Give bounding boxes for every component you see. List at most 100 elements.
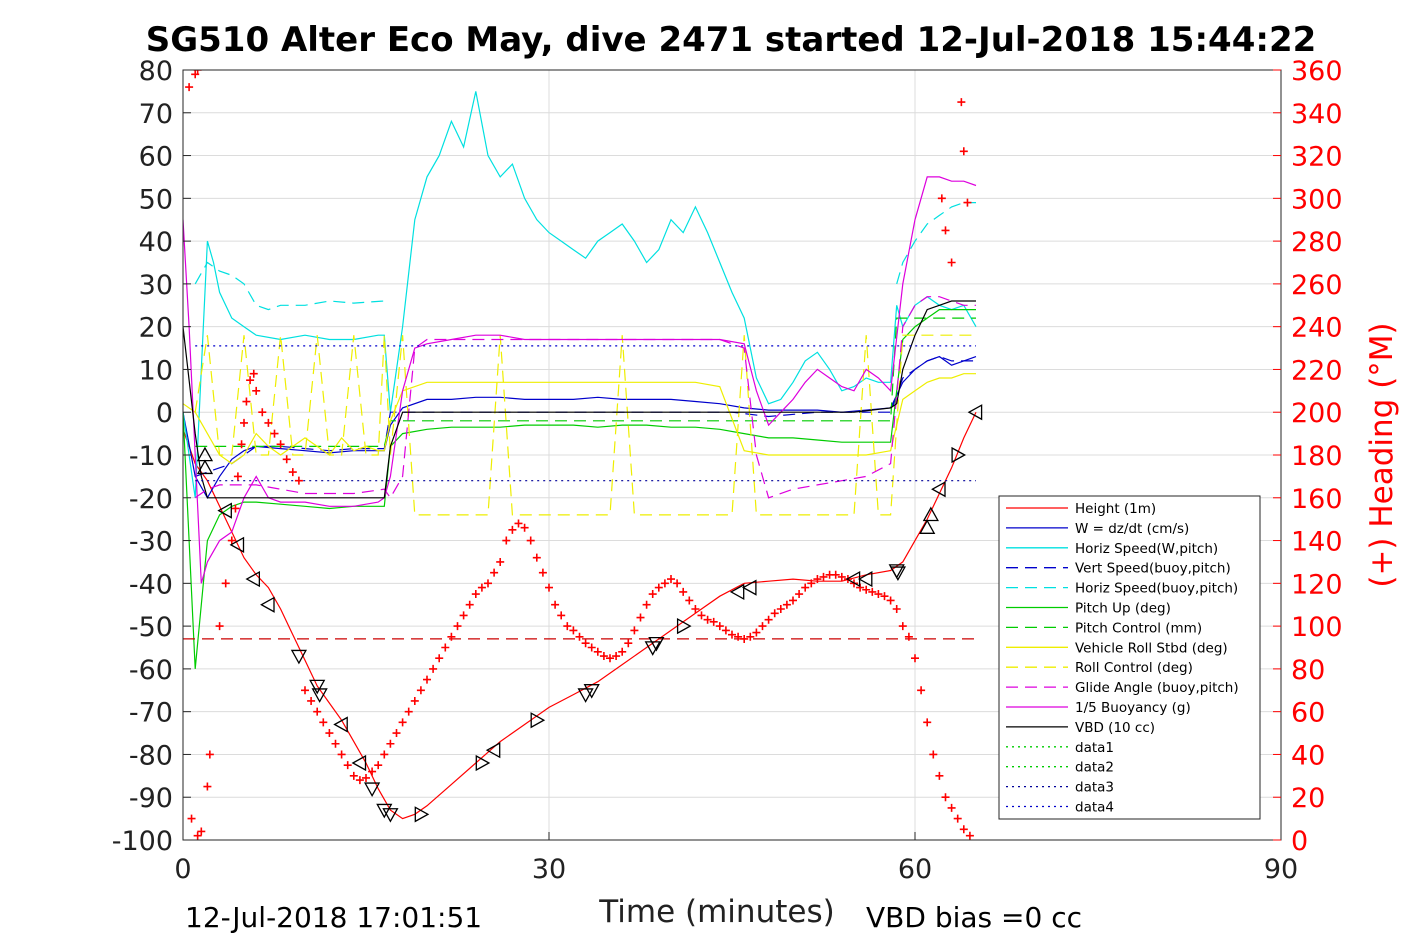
y-tick-label: 40 — [139, 227, 173, 258]
heading-point — [331, 739, 340, 748]
y2-tick-label: 80 — [1291, 655, 1325, 686]
x-axis-ticks: 0 30 60 90 — [174, 832, 1298, 885]
heading-point — [313, 707, 322, 716]
heading-point — [740, 634, 749, 643]
heading-point — [569, 626, 578, 635]
heading-point — [386, 739, 395, 748]
direction-marker — [414, 806, 430, 823]
heading-point — [416, 686, 425, 695]
direction-marker — [351, 754, 367, 772]
direction-marker — [333, 716, 348, 733]
y2-tick-label: 140 — [1291, 527, 1343, 558]
direction-marker — [951, 446, 967, 464]
direction-marker — [245, 570, 261, 588]
heading-point — [392, 729, 401, 738]
heading-point — [923, 718, 932, 727]
heading-point — [319, 718, 328, 727]
direction-marker — [644, 641, 661, 656]
heading-point — [197, 827, 206, 836]
heading-point — [368, 767, 377, 776]
heading-point — [502, 536, 511, 545]
heading-point — [282, 455, 291, 464]
y-tick-label: -70 — [129, 698, 173, 729]
direction-marker — [676, 618, 692, 635]
heading-point — [593, 647, 602, 656]
legend-entry: VBD (10 cc) — [1075, 720, 1155, 736]
direction-marker — [857, 570, 873, 588]
heading-point — [252, 386, 261, 395]
x-tick-label: 0 — [174, 854, 191, 885]
heading-point — [679, 587, 688, 596]
heading-point — [892, 605, 901, 613]
y2-tick-label: 240 — [1291, 313, 1343, 344]
heading-point — [752, 628, 761, 637]
heading-point — [941, 793, 950, 802]
direction-marker — [931, 481, 946, 498]
heading-point — [294, 476, 303, 485]
heading-point — [721, 626, 730, 635]
x-axis-label: Time (minutes) — [598, 894, 834, 930]
heading-point — [624, 639, 633, 648]
heading-point — [801, 583, 810, 592]
legend-entry: data1 — [1075, 740, 1114, 756]
direction-marker — [260, 596, 275, 613]
heading-point — [557, 611, 566, 620]
legend-entry: Pitch Up (deg) — [1075, 601, 1171, 617]
heading-point — [880, 592, 889, 601]
heading-point — [514, 519, 523, 528]
heading-point — [612, 652, 621, 661]
heading-point — [831, 570, 840, 579]
heading-point — [307, 696, 316, 705]
heading-point — [734, 632, 743, 641]
heading-point — [270, 429, 279, 438]
heading-point — [233, 472, 242, 481]
heading-point — [618, 647, 627, 656]
direction-marker — [577, 688, 594, 703]
legend-entry: data2 — [1075, 760, 1114, 776]
legend-entry: Vert Speed(buoy,pitch) — [1075, 561, 1231, 577]
heading-point — [636, 613, 645, 622]
series-line-buoyancy — [183, 176, 977, 584]
y2-tick-label: 320 — [1291, 142, 1343, 173]
heading-point — [937, 194, 946, 203]
direction-marker — [889, 566, 907, 581]
y-tick-label: -20 — [129, 484, 173, 515]
direction-marker — [217, 502, 232, 519]
heading-point — [441, 643, 450, 652]
direction-marker — [967, 404, 983, 421]
series-line-height — [183, 411, 977, 820]
direction-markers — [196, 404, 983, 823]
y2-tick-label: 100 — [1291, 612, 1343, 643]
direction-marker — [530, 712, 546, 729]
y-tick-label: 20 — [139, 313, 173, 344]
heading-point — [551, 600, 560, 609]
heading-point — [587, 643, 596, 652]
legend: Height (1m) W = dz/dt (cm/s) Horiz Speed(W… — [998, 495, 1261, 820]
heading-point — [545, 583, 553, 592]
heading-point — [764, 615, 773, 624]
y2-axis-label: (+) Heading (°M) — [1364, 322, 1400, 587]
heading-point — [477, 583, 486, 592]
heading-point — [807, 579, 816, 588]
heading-point — [193, 831, 202, 840]
heading-point — [599, 652, 608, 661]
y2-tick-label: 160 — [1291, 484, 1343, 515]
heading-point — [264, 418, 273, 427]
heading-point — [837, 572, 846, 581]
heading-point — [654, 583, 663, 592]
heading-point — [191, 70, 200, 79]
heading-point — [728, 630, 736, 639]
direction-marker — [382, 808, 399, 823]
y-tick-label: -60 — [129, 655, 173, 686]
legend-entry: W = dz/dt (cm/s) — [1075, 521, 1189, 537]
heading-point — [423, 675, 431, 684]
y-tick-label: -50 — [129, 612, 173, 643]
direction-marker — [229, 536, 245, 553]
legend-entry: Horiz Speed(buoy,pitch) — [1075, 581, 1238, 597]
direction-marker — [196, 459, 214, 475]
heading-point — [237, 440, 246, 449]
y-tick-label: -30 — [129, 527, 173, 558]
heading-point — [697, 611, 706, 620]
heading-point — [935, 771, 944, 780]
heading-point — [648, 590, 657, 599]
